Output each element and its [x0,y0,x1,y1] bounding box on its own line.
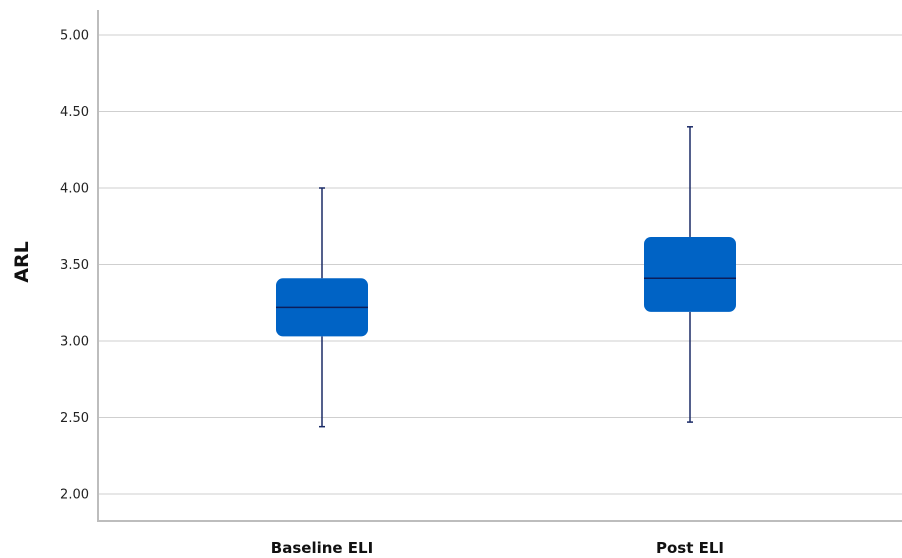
y-tick-label: 4.50 [60,105,89,120]
gridlines [98,34,902,495]
y-tick-label: 3.50 [60,258,89,273]
boxes [276,126,736,428]
y-tick-labels: 2.00 2.50 3.00 3.50 4.00 4.50 5.00 [60,29,89,503]
iqr-box [644,236,736,312]
y-tick-label: 3.00 [60,335,89,350]
y-tick-label: 4.00 [60,182,89,197]
box-group [644,126,736,423]
x-category-label: Baseline ELI [271,539,373,557]
box-group [276,187,368,428]
x-category-label: Post ELI [656,539,724,557]
y-tick-label: 5.00 [60,29,89,44]
y-axis-title: ARL [11,241,33,282]
y-tick-label: 2.50 [60,411,89,426]
x-category-labels: Baseline ELI Post ELI [271,539,724,557]
y-tick-label: 2.00 [60,488,89,503]
